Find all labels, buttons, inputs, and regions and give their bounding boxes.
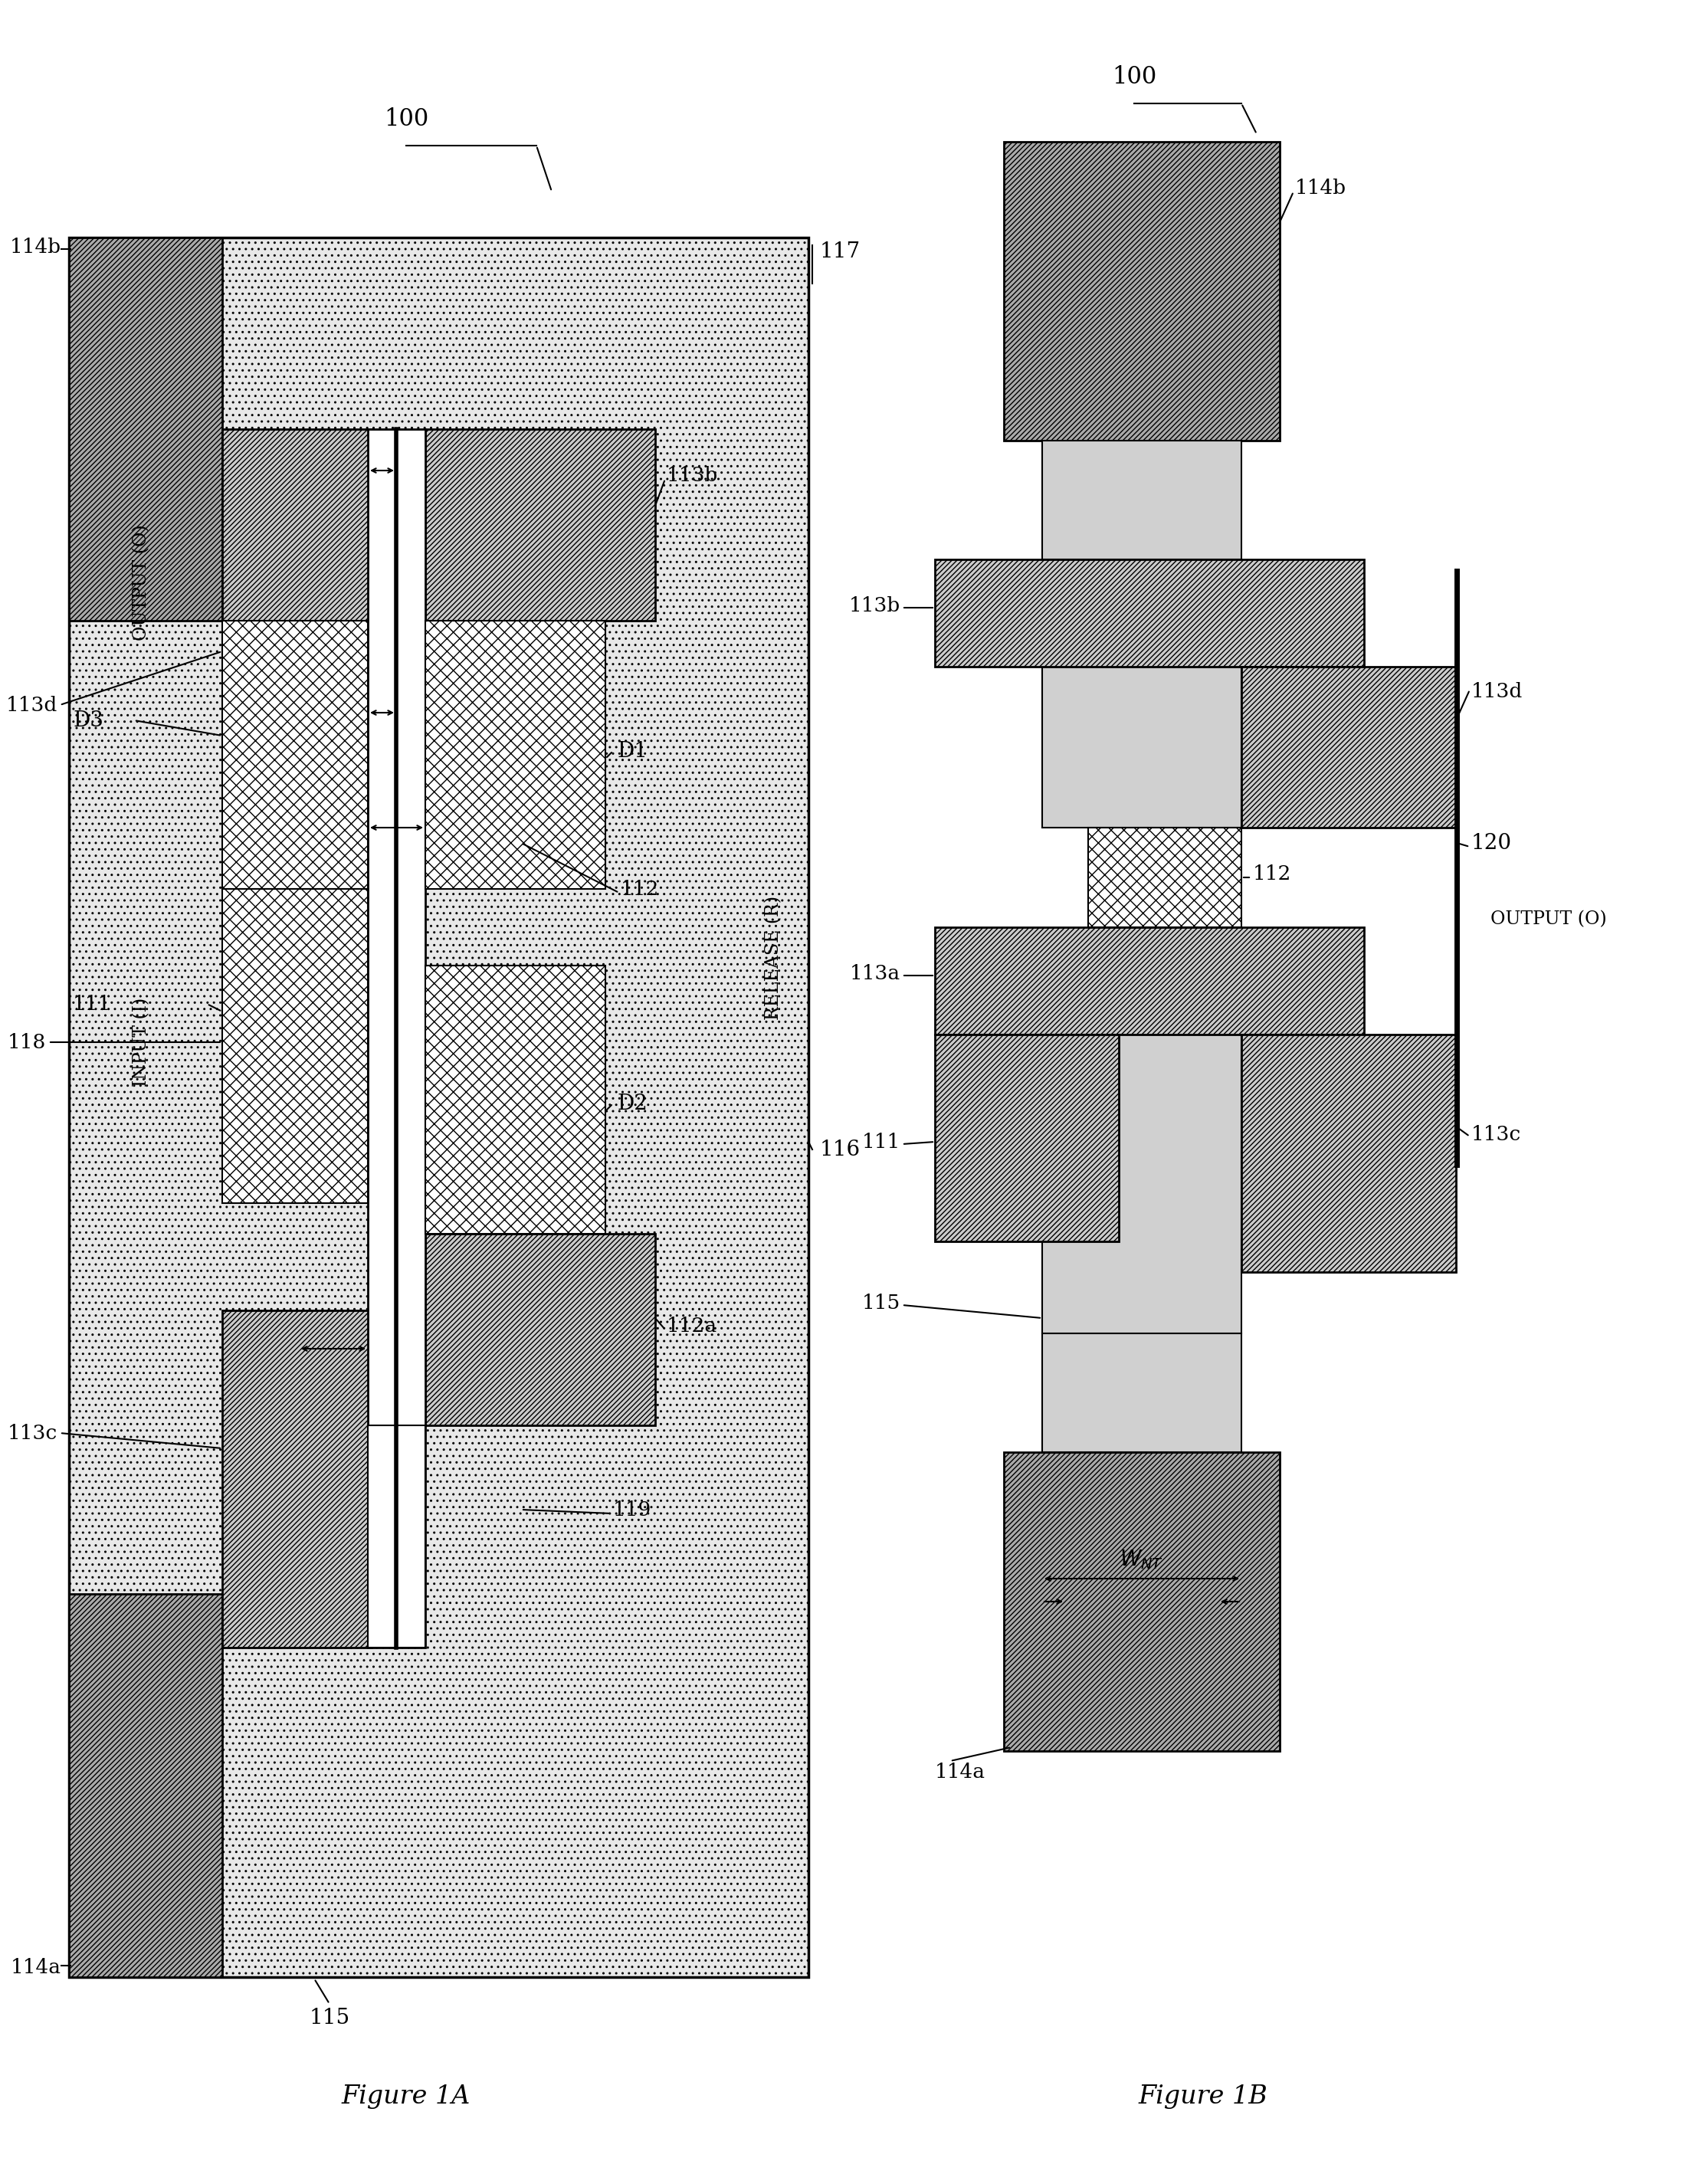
Text: D3: D3 bbox=[73, 710, 103, 732]
Bar bbox=[367, 1426, 425, 1647]
Bar bbox=[936, 559, 1364, 666]
Text: 118: 118 bbox=[7, 1033, 46, 1053]
Bar bbox=[222, 889, 367, 1203]
Bar bbox=[936, 928, 1364, 1035]
Bar bbox=[1003, 1452, 1279, 1752]
Text: 113a: 113a bbox=[849, 963, 900, 983]
Text: 112: 112 bbox=[621, 880, 660, 898]
Text: 113b: 113b bbox=[849, 596, 900, 616]
Bar bbox=[69, 1594, 222, 1977]
Bar bbox=[1242, 1035, 1457, 1271]
Text: OUTPUT (O): OUTPUT (O) bbox=[134, 524, 151, 640]
Text: 117: 117 bbox=[821, 242, 861, 262]
Bar bbox=[425, 965, 606, 1234]
Text: G1: G1 bbox=[286, 1317, 313, 1334]
Bar bbox=[936, 1035, 1118, 1241]
Bar bbox=[222, 1310, 372, 1647]
Bar bbox=[1042, 441, 1242, 559]
Text: 111: 111 bbox=[861, 1131, 900, 1151]
Bar bbox=[1242, 666, 1457, 828]
Bar bbox=[1042, 1035, 1242, 1334]
Text: 114b: 114b bbox=[10, 238, 61, 258]
Text: 114a: 114a bbox=[936, 1762, 985, 1782]
Text: INPUT (I): INPUT (I) bbox=[134, 998, 151, 1088]
Bar bbox=[1088, 828, 1242, 928]
Text: 113b: 113b bbox=[667, 465, 717, 485]
Text: $W_{NT}$: $W_{NT}$ bbox=[1120, 1548, 1164, 1570]
Text: Figure 1A: Figure 1A bbox=[342, 2084, 470, 2110]
Text: D2: D2 bbox=[618, 1094, 648, 1114]
Bar bbox=[1003, 142, 1279, 441]
Text: 100: 100 bbox=[1112, 66, 1156, 90]
Text: 112a: 112a bbox=[667, 1317, 717, 1334]
Text: Figure 1B: Figure 1B bbox=[1139, 2084, 1267, 2110]
Text: D1: D1 bbox=[618, 740, 648, 762]
Text: 113c: 113c bbox=[1472, 1125, 1521, 1144]
Text: 119: 119 bbox=[613, 1500, 651, 1520]
Text: ✕: ✕ bbox=[1443, 670, 1453, 686]
Bar bbox=[1042, 1334, 1242, 1452]
Text: 115: 115 bbox=[861, 1293, 900, 1313]
Text: 113d: 113d bbox=[7, 695, 58, 714]
Bar bbox=[1042, 666, 1242, 828]
Text: 111: 111 bbox=[73, 994, 112, 1013]
Text: G4: G4 bbox=[321, 688, 349, 705]
Bar bbox=[222, 620, 367, 889]
Text: ✕: ✕ bbox=[1443, 1079, 1453, 1096]
Text: 120: 120 bbox=[1472, 832, 1513, 854]
Bar bbox=[367, 428, 425, 1647]
Bar bbox=[425, 620, 606, 889]
Bar bbox=[425, 1234, 655, 1426]
Text: RELEASE (R): RELEASE (R) bbox=[765, 895, 783, 1020]
Bar bbox=[222, 428, 372, 812]
Text: 115: 115 bbox=[310, 2007, 350, 2029]
Bar bbox=[69, 238, 222, 620]
Text: OUTPUT (O): OUTPUT (O) bbox=[1491, 911, 1607, 928]
Text: 112: 112 bbox=[1252, 865, 1291, 882]
Text: 114b: 114b bbox=[1294, 179, 1347, 197]
Text: 113d: 113d bbox=[1472, 681, 1523, 701]
Bar bbox=[425, 428, 655, 620]
Text: G3: G3 bbox=[415, 443, 442, 461]
Text: 114a: 114a bbox=[10, 1957, 61, 1977]
Text: 113c: 113c bbox=[7, 1424, 58, 1444]
Bar bbox=[69, 238, 809, 1977]
Text: 116: 116 bbox=[821, 1140, 861, 1160]
Text: G2: G2 bbox=[399, 804, 426, 821]
Text: 100: 100 bbox=[384, 107, 428, 131]
